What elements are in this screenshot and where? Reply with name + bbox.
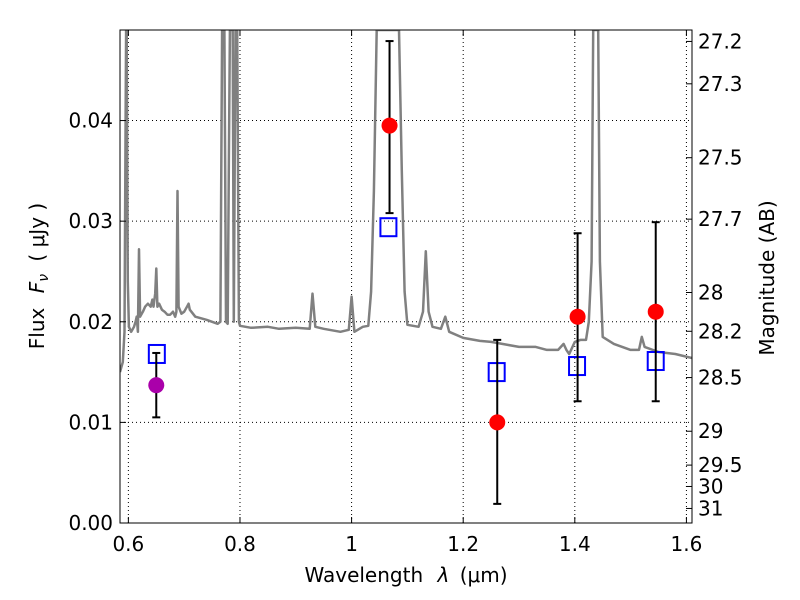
- y2-tick-label: 29.5: [698, 453, 743, 477]
- observed-flux-optical-point: [148, 377, 165, 394]
- observed-detections-point: [569, 308, 586, 325]
- x-tick-label: 0.6: [112, 532, 144, 556]
- y-tick-label: 0.01: [68, 410, 113, 434]
- y-tick-label: 0.00: [68, 511, 113, 535]
- y-axis-title: Flux Fν ( μJy ): [25, 203, 53, 349]
- plot-area: [120, 30, 692, 505]
- y2-tick-label: 30: [698, 474, 723, 498]
- y2-tick-label: 27.5: [698, 146, 743, 170]
- y-tick-label: 0.02: [68, 310, 113, 334]
- y2-tick-label: 28.2: [698, 319, 743, 343]
- x-tick-label: 1: [345, 532, 358, 556]
- x-tick-label: 0.8: [224, 532, 256, 556]
- y2-tick-label: 28.5: [698, 366, 743, 390]
- y2-tick-label: 27.3: [698, 72, 743, 96]
- x-tick-label: 1.4: [559, 532, 591, 556]
- y2-tick-label: 27.7: [698, 207, 743, 231]
- x-tick-label: 1.6: [671, 532, 703, 556]
- observed-detections-point: [647, 303, 664, 320]
- y-tick-label: 0.04: [68, 109, 113, 133]
- model-spectrum-line: [120, 30, 692, 373]
- y-tick-label: 0.03: [68, 209, 113, 233]
- y2-axis-title: Magnitude (AB): [755, 200, 779, 355]
- plot-frame: [119, 29, 693, 524]
- y2-tick-label: 31: [698, 496, 723, 520]
- y2-tick-label: 29: [698, 419, 723, 443]
- grid: [120, 30, 692, 523]
- x-tick-label: 1.2: [447, 532, 479, 556]
- observed-detections-point: [381, 117, 398, 134]
- model-photometry-point: [379, 217, 398, 238]
- x-axis-title: Wavelength λ (μm): [304, 563, 507, 587]
- y2-tick-label: 27.2: [698, 29, 743, 53]
- observed-detections-point: [489, 414, 506, 431]
- axes-ticks: 0.6 0.8 1 1.2 1.4 1.6 0.00 0.01 0.02 0.03 0.04 27.2…: [68, 29, 742, 556]
- y2-tick-label: 28: [698, 281, 723, 305]
